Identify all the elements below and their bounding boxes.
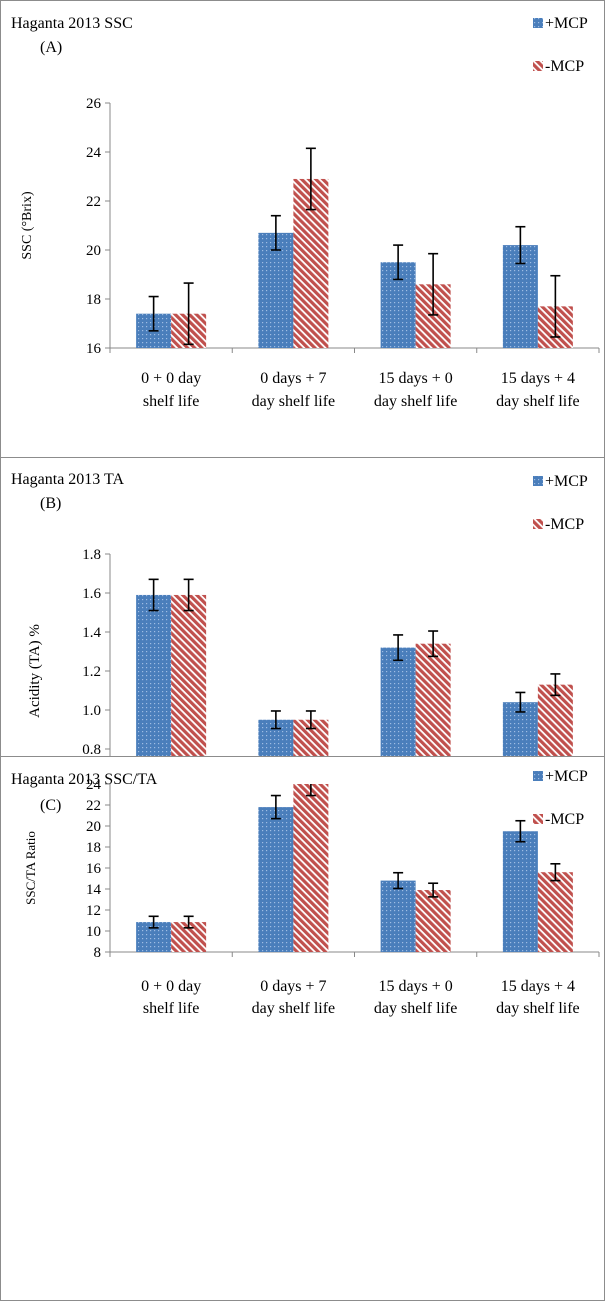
chart-b-ytick-label: 1.6 bbox=[82, 586, 101, 602]
chart-c-bar-minus-mcp bbox=[293, 784, 329, 952]
chart-c-bar-plus-mcp bbox=[380, 880, 416, 952]
chart-a-ytick-label: 20 bbox=[86, 243, 101, 259]
chart-b-error-bar-plus-mcp bbox=[515, 691, 526, 713]
chart-a-category-label: 15 days + 4 bbox=[501, 370, 575, 387]
legend-label-minus-mcp: -MCP bbox=[545, 811, 584, 828]
chart-b-subtitle: (B) bbox=[40, 495, 61, 512]
chart-b-error-bar-plus-mcp bbox=[148, 578, 159, 612]
chart-c-bar-plus-mcp bbox=[258, 807, 294, 952]
chart-b-error-bar-plus-mcp bbox=[270, 710, 281, 730]
legend-swatch-plus-mcp bbox=[533, 476, 543, 486]
chart-c-error-bar-minus-mcp bbox=[428, 882, 439, 898]
chart-a-category-label: day shelf life bbox=[496, 393, 580, 410]
chart-a-ytick-label: 24 bbox=[86, 145, 102, 161]
chart-c-ytick-label: 8 bbox=[94, 945, 102, 961]
chart-a-ytick-label: 22 bbox=[86, 194, 101, 210]
chart-a-category-label: 0 days + 7 bbox=[260, 370, 326, 387]
chart-c-ylabel: SSC/TA Ratio bbox=[23, 831, 38, 905]
legend-label-minus-mcp: -MCP bbox=[545, 516, 584, 533]
chart-c-error-bar-minus-mcp bbox=[550, 863, 561, 882]
chart-panel-b: Haganta 2013 TA(B)+MCP-MCP0.60.81.01.21.… bbox=[0, 457, 605, 850]
chart-b-error-bar-minus-mcp bbox=[183, 578, 194, 612]
chart-c-error-bar-minus-mcp bbox=[183, 915, 194, 929]
chart-c-category-label: 0 + 0 day bbox=[141, 978, 201, 995]
legend-swatch-minus-mcp bbox=[533, 61, 543, 71]
chart-c-category-label: day shelf life bbox=[252, 1000, 336, 1017]
chart-c-ytick-label: 16 bbox=[86, 861, 102, 877]
chart-c-category-label: shelf life bbox=[143, 1000, 199, 1017]
chart-panel-a: Haganta 2013 SSC (A) +MCP -MCP 16 18 20 22 24 26 S… bbox=[0, 0, 605, 458]
chart-c-ytick-label: 24 bbox=[86, 777, 102, 793]
chart-a-bar-plus-mcp bbox=[258, 232, 294, 348]
chart-a-error-bar-plus-mcp bbox=[393, 244, 404, 281]
chart-b-ytick-label: 1.2 bbox=[82, 664, 101, 680]
chart-a-error-bar-minus-mcp bbox=[428, 252, 439, 316]
chart-c-category-label: 0 days + 7 bbox=[260, 978, 326, 995]
chart-a-error-bar-plus-mcp bbox=[270, 214, 281, 251]
chart-c-category-label: day shelf life bbox=[374, 1000, 458, 1017]
chart-c-title: Haganta 2013 SSC/TA bbox=[11, 771, 158, 788]
chart-a-svg: Haganta 2013 SSC (A) +MCP -MCP 16 18 20 22 24 26 S… bbox=[11, 15, 600, 410]
chart-c-error-bar-plus-mcp bbox=[393, 871, 404, 890]
chart-b-svg: Haganta 2013 TA(B)+MCP-MCP0.60.81.01.21.… bbox=[11, 471, 600, 850]
chart-c-ytick-label: 18 bbox=[86, 840, 101, 856]
chart-b-bar-minus-mcp bbox=[171, 594, 207, 788]
legend-swatch-minus-mcp bbox=[533, 519, 543, 529]
chart-a-category-label: day shelf life bbox=[252, 393, 336, 410]
chart-c-error-bar-plus-mcp bbox=[148, 915, 159, 929]
chart-a-title: Haganta 2013 SSC bbox=[11, 15, 133, 32]
chart-c-ytick-label: 10 bbox=[86, 924, 101, 940]
chart-a-error-bar-minus-mcp bbox=[305, 147, 316, 211]
chart-a-error-bar-plus-mcp bbox=[515, 225, 526, 265]
chart-c-ytick-label: 14 bbox=[86, 882, 102, 898]
chart-a-error-bar-minus-mcp bbox=[550, 274, 561, 338]
chart-b-error-bar-minus-mcp bbox=[305, 710, 316, 730]
chart-a-ytick-label: 18 bbox=[86, 292, 101, 308]
chart-c-bar-minus-mcp bbox=[537, 872, 573, 952]
chart-b-bar-plus-mcp bbox=[136, 594, 172, 788]
chart-c-error-bar-plus-mcp bbox=[515, 819, 526, 843]
chart-c-ytick-label: 20 bbox=[86, 819, 101, 835]
chart-c-error-bar-plus-mcp bbox=[270, 794, 281, 820]
chart-panel-c: Haganta 2013 SSC/TA (C) +MCP -MCP 8 10 12 14 16 1… bbox=[0, 756, 605, 1301]
chart-a-error-bar-plus-mcp bbox=[148, 295, 159, 332]
chart-a-ylabel: SSC (°Brix) bbox=[20, 191, 35, 260]
legend-label-plus-mcp: +MCP bbox=[545, 768, 588, 785]
chart-b-ytick-label: 1.8 bbox=[82, 547, 101, 563]
chart-c-ytick-label: 22 bbox=[86, 798, 101, 814]
chart-c-ytick-label: 12 bbox=[86, 903, 101, 919]
chart-a-ytick-label: 26 bbox=[86, 96, 102, 112]
chart-b-ytick-label: 1.4 bbox=[82, 625, 101, 641]
chart-b-ytick-label: 0.8 bbox=[82, 742, 101, 758]
chart-b-error-bar-minus-mcp bbox=[550, 673, 561, 697]
chart-a-category-label: 0 + 0 day bbox=[141, 370, 201, 387]
chart-c-category-label: 15 days + 4 bbox=[501, 978, 575, 995]
legend-swatch-minus-mcp bbox=[533, 814, 543, 824]
chart-c-svg: Haganta 2013 SSC/TA (C) +MCP -MCP 8 10 12 14 16 1… bbox=[11, 768, 600, 1017]
chart-b-ytick-label: 1.0 bbox=[82, 703, 101, 719]
legend-swatch-plus-mcp bbox=[533, 18, 543, 28]
legend-label-plus-mcp: +MCP bbox=[545, 15, 588, 32]
chart-c-bar-minus-mcp bbox=[415, 890, 451, 952]
legend-swatch-plus-mcp bbox=[533, 771, 543, 781]
chart-b-error-bar-plus-mcp bbox=[393, 634, 404, 662]
legend-label-minus-mcp: -MCP bbox=[545, 58, 584, 75]
chart-a-category-label: shelf life bbox=[143, 393, 199, 410]
legend-label-plus-mcp: +MCP bbox=[545, 473, 588, 490]
chart-c-error-bar-minus-mcp bbox=[305, 784, 316, 797]
chart-b-error-bar-minus-mcp bbox=[428, 630, 439, 658]
chart-a-error-bar-minus-mcp bbox=[183, 282, 194, 346]
chart-c-category-label: day shelf life bbox=[496, 1000, 580, 1017]
chart-a-category-label: day shelf life bbox=[374, 393, 458, 410]
chart-c-bar-plus-mcp bbox=[502, 831, 538, 952]
chart-c-subtitle: (C) bbox=[40, 797, 61, 814]
chart-a-category-label: 15 days + 0 bbox=[378, 370, 452, 387]
chart-a-subtitle: (A) bbox=[40, 39, 62, 56]
chart-b-title: Haganta 2013 TA bbox=[11, 471, 125, 488]
chart-a-ytick-label: 16 bbox=[86, 341, 102, 357]
chart-b-ylabel: Acidity (TA) % bbox=[27, 624, 43, 718]
chart-c-category-label: 15 days + 0 bbox=[378, 978, 452, 995]
